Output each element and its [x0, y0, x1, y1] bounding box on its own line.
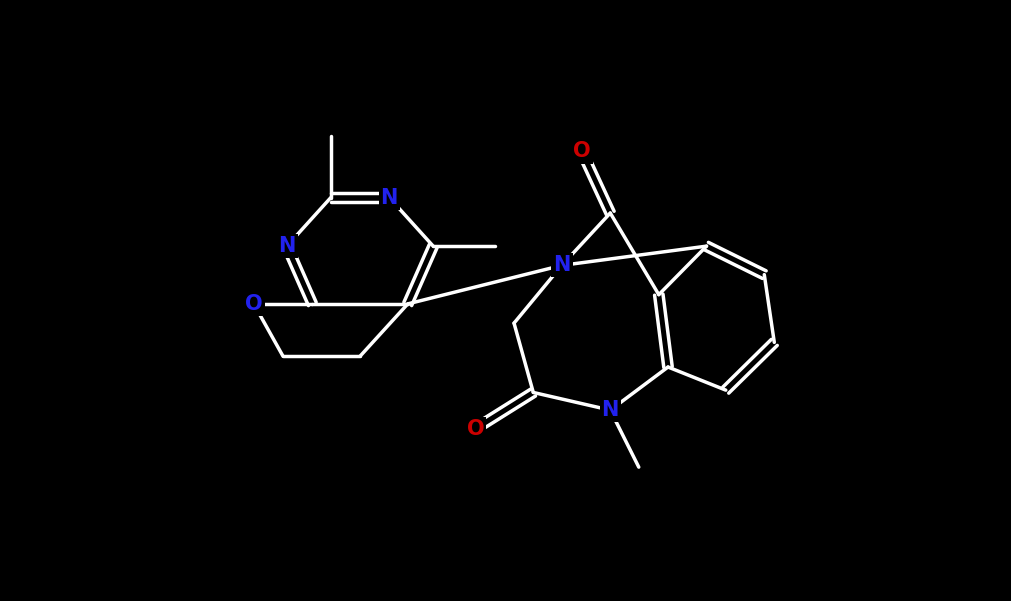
Text: O: O: [572, 141, 590, 162]
Text: O: O: [466, 419, 484, 439]
Text: O: O: [245, 294, 262, 314]
Text: N: N: [380, 188, 397, 207]
Text: N: N: [278, 236, 295, 256]
Text: N: N: [553, 255, 570, 275]
Text: N: N: [601, 400, 619, 420]
